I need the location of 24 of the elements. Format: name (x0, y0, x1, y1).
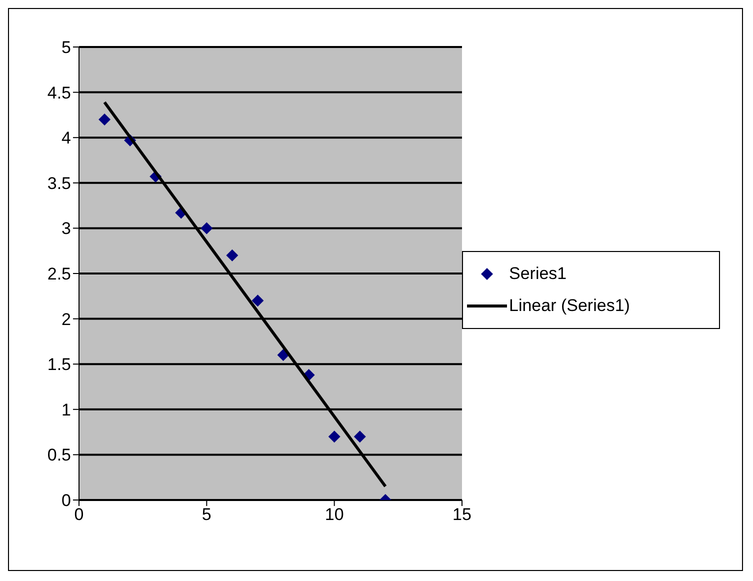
point (354, 430, 366, 443)
x-tick-label: 0 (74, 505, 84, 524)
y-tick-label: 1.5 (47, 355, 71, 374)
y-tick-label: 1 (62, 400, 71, 420)
y-tick-label: 3 (62, 219, 71, 238)
point (277, 349, 290, 362)
y-tick-label: 2 (62, 310, 71, 329)
y-tick-label: 3.5 (47, 174, 71, 193)
point (226, 249, 238, 262)
legend-label: Linear (Series1) (509, 296, 630, 316)
point (252, 294, 264, 307)
y-tick-label: 0 (62, 491, 71, 510)
point (328, 430, 340, 443)
legend-label: Series1 (509, 264, 567, 284)
point (98, 113, 111, 126)
x-tick-label: 10 (324, 505, 344, 524)
y-tick-label: 0.5 (47, 446, 71, 465)
y-tick-label: 5 (62, 38, 71, 58)
y-tick-label: 4 (62, 128, 71, 148)
x-tick-label: 15 (452, 505, 472, 524)
y-tick-label: 4.5 (47, 83, 71, 102)
point (200, 222, 213, 234)
x-tick-label: 5 (202, 505, 212, 524)
y-tick-label: 2.5 (47, 264, 71, 284)
